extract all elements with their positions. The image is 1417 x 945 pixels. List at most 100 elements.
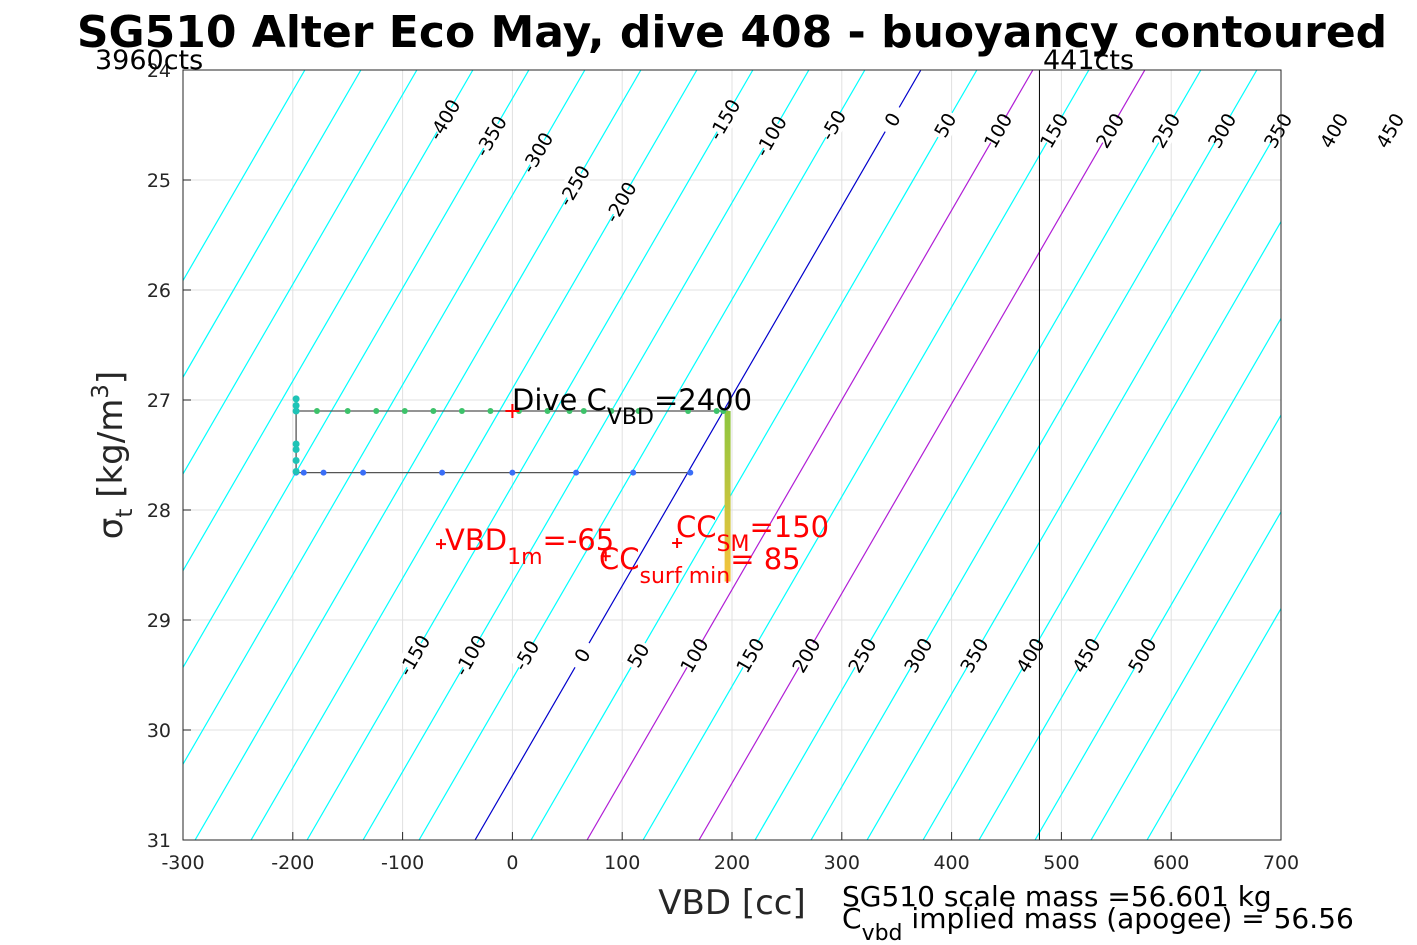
contour-label-bg [901, 637, 935, 673]
ascent-point [630, 469, 637, 476]
contour-label-bg [1093, 112, 1127, 149]
apogee-point [292, 402, 300, 409]
ascent-point [439, 469, 446, 476]
contour-label-bg [557, 167, 591, 204]
buoyancy-contour [194, 70, 642, 840]
buoyancy-contour [183, 70, 530, 669]
implied-mass-post: implied mass (apogee) = 56.56 [903, 902, 1354, 935]
implied-mass-sub: vbd [862, 921, 903, 945]
descent-point [713, 408, 720, 414]
contour-label-bg [1069, 637, 1103, 673]
contour-label-bg [453, 637, 487, 673]
buoyancy-contour [642, 70, 1090, 840]
y-axis: 24 25 26 27 28 29 30 31 [147, 60, 191, 852]
vbd-1m-sub: 1m [507, 545, 542, 570]
contour-label-bg [1125, 637, 1159, 673]
buoyancy-contour [183, 70, 362, 379]
descent-point [373, 408, 380, 414]
svg-text:σt [kg/m3]: σt [kg/m3] [88, 371, 138, 539]
y-tick-label: 30 [147, 720, 171, 742]
descent-point [344, 408, 351, 414]
cc-sm-pre: CC [676, 510, 717, 544]
scale-mass-info: SG510 scale mass =56.601 kg [842, 880, 1272, 913]
buoyancy-contour [183, 70, 306, 282]
buoyancy-contour [754, 70, 1202, 840]
y-tick-label: 26 [147, 280, 171, 302]
contour-label-bg [981, 112, 1015, 149]
apogee-point [292, 440, 300, 448]
ascent-point [360, 469, 367, 476]
apogee-point [292, 468, 300, 475]
cc-surf-min-sub: surf min [640, 564, 731, 589]
contour-label: 450 [1372, 110, 1409, 152]
buoyancy-contour [922, 220, 1281, 840]
contour-label-bg [1013, 637, 1047, 673]
y-axis-label-sigma: σ [91, 518, 131, 540]
contour-label-bg [603, 184, 637, 220]
contour-label-bg [707, 101, 741, 138]
left-counts-label: 3960cts [95, 45, 203, 76]
sm-buoyancy-contour [586, 70, 1034, 840]
vbd-1m-pre: VBD [445, 523, 507, 557]
cc-surf-min-pre: CC [599, 542, 640, 576]
vbd-1m-annotation: VBD1m=-65 [445, 523, 614, 570]
dive-cvbd-sub: VBD [607, 405, 654, 430]
buoyancy-contour [810, 70, 1258, 840]
buoyancy-contour [530, 70, 978, 840]
descent-point [566, 408, 573, 414]
contour-label-bg [427, 101, 461, 138]
descent-point [487, 408, 494, 414]
contour-label-bg [397, 637, 431, 673]
descent-point [401, 408, 408, 414]
contour-label-bg [474, 118, 508, 154]
x-tick-label: 600 [1153, 852, 1189, 874]
contour-label-bg [621, 637, 655, 673]
y-tick-label: 25 [147, 170, 171, 192]
cc-sm-annotation: CCSM=150 [676, 510, 829, 557]
chart-title: SG510 Alter Eco May, dive 408 - buoyancy… [77, 7, 1387, 58]
ascent-point [320, 469, 327, 476]
buoyancy-contour [978, 317, 1281, 840]
y-tick-label: 28 [147, 500, 171, 522]
descent-point [580, 408, 587, 414]
contour-label-bg [1037, 112, 1071, 149]
vbd-1m-post: =-65 [543, 523, 615, 557]
contour-label: 400 [1316, 110, 1353, 152]
descent-point [313, 408, 320, 414]
contour-label-bg [1149, 112, 1183, 149]
descent-point [720, 408, 727, 414]
y-tick-label: 27 [147, 390, 171, 412]
cc-surf-min-annotation: CCsurf min= 85 [599, 542, 801, 589]
buoyancy-contour [866, 123, 1281, 840]
implied-mass-info: Cvbd implied mass (apogee) = 56.56 [842, 902, 1354, 945]
x-axis-label: VBD [cc] [658, 883, 806, 923]
apogee-point [292, 407, 300, 415]
contour-label-bg [1205, 112, 1239, 149]
contour-label-bg [677, 637, 711, 673]
ascent-point [509, 469, 516, 476]
cc-sm-sub: SM [717, 532, 750, 557]
buoyancy-contour [1146, 607, 1281, 840]
surface-column [724, 411, 731, 582]
buoyancy-contour [183, 70, 418, 476]
y-axis-label-sup: 3 [88, 384, 114, 399]
buoyancy-contour [418, 70, 866, 840]
x-tick-label: -100 [381, 852, 424, 874]
y-axis-label-close: ] [91, 371, 131, 384]
descent-point [430, 408, 437, 414]
contour-label-bg [509, 637, 543, 673]
dive-cvbd-pre: Dive C [512, 383, 607, 417]
apogee-point [292, 446, 300, 453]
ascent-point [300, 469, 307, 476]
y-axis-label-sub: t [112, 509, 138, 518]
y-tick-label: 31 [147, 830, 171, 852]
apogee-point [292, 457, 300, 464]
contour-label-bg [1317, 112, 1351, 149]
y-tick-label: 24 [147, 60, 171, 82]
descent-point [635, 408, 642, 414]
cc-surf-min-post: = 85 [730, 542, 800, 576]
y-tick-label: 29 [147, 610, 171, 632]
contour-label-bg [754, 118, 788, 154]
x-tick-label: 0 [506, 852, 518, 874]
